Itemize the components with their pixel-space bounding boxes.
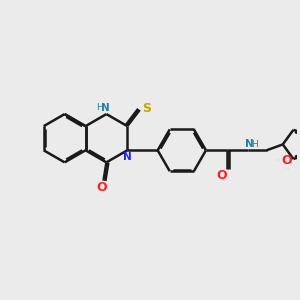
Text: N: N (245, 140, 254, 149)
Text: N: N (123, 152, 132, 162)
Text: S: S (142, 102, 151, 115)
Text: O: O (97, 181, 107, 194)
Text: H: H (97, 103, 103, 112)
Text: O: O (282, 154, 292, 167)
Text: O: O (217, 169, 227, 182)
Text: H: H (251, 140, 258, 149)
Text: N: N (101, 103, 110, 112)
